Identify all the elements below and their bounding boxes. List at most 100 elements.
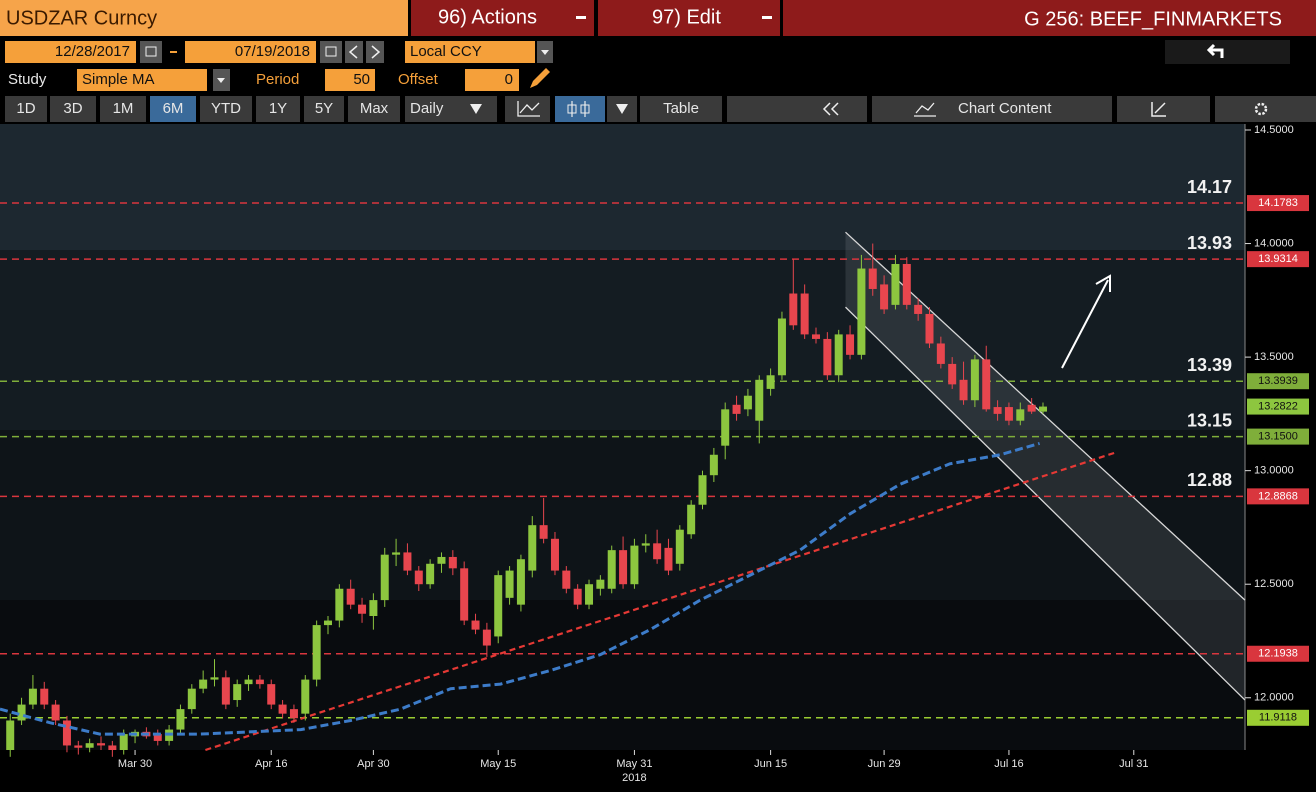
x-tick-label: Jul 31: [1119, 758, 1148, 770]
actions-label: 96) Actions: [438, 6, 537, 28]
period-box[interactable]: [325, 69, 375, 91]
x-tick-label: Jun 15: [754, 758, 787, 770]
candle-body: [630, 545, 639, 585]
candle-body: [687, 504, 696, 535]
candle-body: [323, 620, 332, 626]
level-note: 13.93: [1187, 233, 1232, 253]
next-button[interactable]: [366, 41, 384, 63]
plot-band: [0, 124, 1245, 250]
level-flag: [1247, 251, 1309, 268]
level-note: 12.88: [1187, 470, 1232, 490]
candle-body: [369, 600, 378, 617]
chart-content-button[interactable]: [872, 96, 1112, 122]
candle-body: [301, 679, 310, 714]
x-axis-area: [0, 750, 1316, 792]
chart-content-label: Chart Content: [958, 100, 1052, 117]
candle-body: [153, 734, 162, 741]
plot-band: [0, 250, 1245, 430]
candle-body: [335, 588, 344, 621]
level-note: 13.15: [1187, 410, 1232, 430]
study-label: Study: [8, 71, 47, 88]
interval: Daily: [410, 100, 444, 117]
candle-body: [505, 570, 514, 598]
prev-icon: [348, 45, 358, 59]
prev-button[interactable]: [345, 41, 363, 63]
candle-body: [244, 679, 253, 685]
candle-body: [562, 570, 571, 589]
offset-box[interactable]: [465, 69, 519, 91]
level-note: 13.39: [1187, 355, 1232, 375]
candle-button[interactable]: [555, 96, 605, 122]
actions-button[interactable]: [411, 0, 594, 36]
candle-body: [74, 745, 83, 748]
calendar-button[interactable]: [140, 41, 162, 63]
period: 50: [353, 71, 370, 88]
dropdown-icon: [217, 78, 225, 83]
level-flag-label: 14.1783: [1258, 197, 1298, 209]
tab-button[interactable]: [256, 96, 300, 122]
currency-box[interactable]: [405, 41, 535, 63]
edit-button[interactable]: [598, 0, 780, 36]
candle-body: [528, 525, 537, 571]
candle-body: [743, 395, 752, 410]
candle-body: [698, 475, 707, 505]
tab-label: 1D: [16, 100, 35, 117]
tab-button[interactable]: [150, 96, 196, 122]
channel-fill: [845, 232, 1245, 701]
candle-body: [868, 268, 877, 289]
period-label: Period: [256, 71, 299, 88]
last-price-flag: [1247, 398, 1309, 415]
level-flag: [1247, 488, 1309, 505]
candle-body: [210, 677, 219, 680]
next-icon: [371, 45, 381, 59]
collapse-button[interactable]: [727, 96, 867, 122]
candle-body: [970, 359, 979, 401]
tab-button[interactable]: [304, 96, 344, 122]
candle-body: [85, 743, 94, 748]
tab-button[interactable]: [200, 96, 252, 122]
channel-line: [845, 231, 1246, 601]
candle-body: [982, 359, 991, 410]
plot-band: [0, 600, 1245, 750]
study-box[interactable]: [77, 69, 207, 91]
x-tick-label: Jul 16: [994, 758, 1023, 770]
x-tick-label: Apr 30: [357, 758, 389, 770]
table-button[interactable]: [640, 96, 722, 122]
back-button[interactable]: [1165, 40, 1290, 64]
candle-body: [516, 559, 525, 605]
line-chart-button[interactable]: [505, 96, 550, 122]
year-label: 2018: [622, 772, 646, 784]
tab-button[interactable]: [50, 96, 96, 122]
tab-button[interactable]: [5, 96, 47, 122]
start-date-box[interactable]: [5, 41, 136, 63]
dropdown-icon: [616, 104, 628, 114]
annotate-button[interactable]: [1117, 96, 1210, 122]
candle-body: [176, 709, 185, 730]
candle-body: [539, 525, 548, 539]
tab-label: 1M: [113, 100, 134, 117]
candle-body: [289, 709, 298, 719]
end-date-box[interactable]: [185, 41, 316, 63]
candle-body: [902, 263, 911, 305]
candle-body: [891, 263, 900, 305]
tab-button[interactable]: [348, 96, 400, 122]
tab-label: 1Y: [269, 100, 287, 117]
interval-button[interactable]: [405, 96, 497, 122]
candle-body: [40, 688, 49, 705]
x-tick-label: May 15: [480, 758, 516, 770]
candle-body: [800, 293, 809, 335]
candle-body: [993, 407, 1002, 414]
candle-body: [1038, 406, 1047, 412]
tab-button[interactable]: [100, 96, 146, 122]
candle-body: [119, 734, 128, 750]
pencil-icon[interactable]: [530, 68, 550, 88]
security: USDZAR Curncy: [6, 7, 157, 29]
calendar-button[interactable]: [320, 41, 342, 63]
candle-body: [959, 379, 968, 401]
study: Simple MA: [82, 71, 155, 88]
y-tick-label: 14.5000: [1254, 124, 1294, 136]
calendar-icon: [325, 46, 337, 57]
security-box[interactable]: [0, 0, 408, 36]
